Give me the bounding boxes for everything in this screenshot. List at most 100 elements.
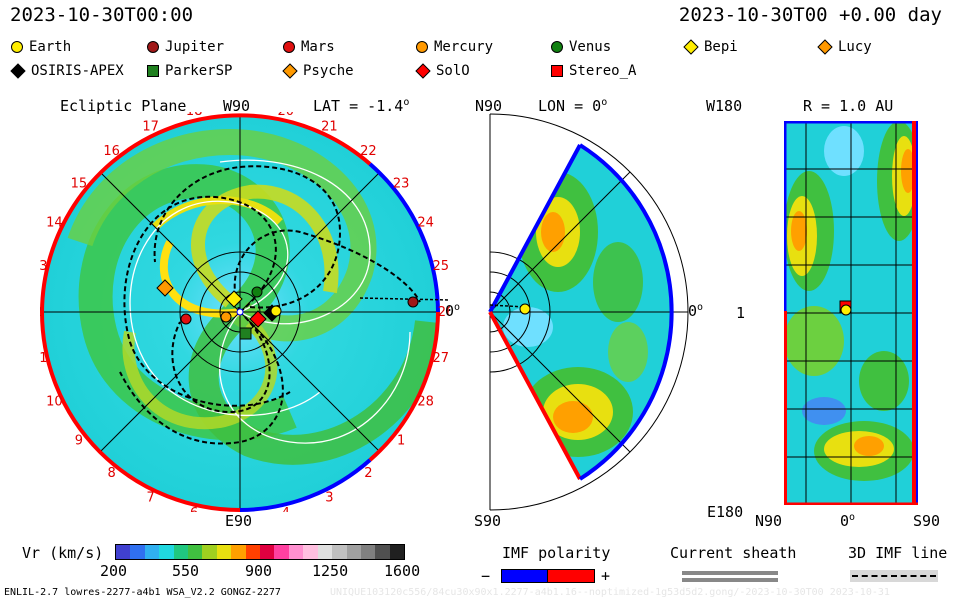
shell-x-label-left: N90 <box>755 512 783 530</box>
ecliptic-top-label: W90 <box>223 97 251 115</box>
meridional-structures <box>503 172 648 457</box>
ecliptic-sector-numbers: 5678910111213141516171819202122232425262… <box>40 112 450 512</box>
run-id: UNIQUE103120c556/84cu30x90x1.2277-a4b1.1… <box>330 587 890 598</box>
sector-number: 27 <box>433 351 450 366</box>
imf3d-swatch <box>850 570 938 582</box>
earth-marker <box>270 305 282 317</box>
colorbar-segment <box>144 545 160 559</box>
shell-structures <box>784 121 918 481</box>
ecliptic-rim-positive <box>40 113 372 313</box>
colorbar-segment <box>130 545 145 559</box>
timestamp-right: 2023-10-30T00 +0.00 day <box>678 4 942 26</box>
mercury-marker <box>220 311 232 323</box>
sector-number: 11 <box>40 351 47 366</box>
ecliptic-right-label: 0o <box>445 302 461 320</box>
imf3d-dashed-line <box>852 575 936 577</box>
legend-venus: Venus <box>550 39 611 55</box>
legend-mars: Mars <box>282 39 335 55</box>
circle-marker-icon <box>11 41 23 53</box>
sun-marker <box>236 308 244 316</box>
colorbar-tick-550: 550 <box>172 562 200 580</box>
sector-number: 2 <box>364 466 372 481</box>
sector-number: 14 <box>46 216 63 231</box>
parkersp-marker <box>239 327 252 340</box>
colorbar <box>115 544 405 560</box>
colorbar-segment <box>360 545 376 559</box>
colorbar-segment <box>231 545 246 559</box>
sector-number: 19 <box>232 112 249 114</box>
shell-top-label: W180 <box>706 97 743 115</box>
sector-number: 8 <box>107 466 115 481</box>
legend-osiris-apex: OSIRIS-APEX <box>10 63 124 79</box>
colorbar-segment <box>202 545 217 559</box>
colorbar-segment <box>216 545 232 559</box>
imf-polarity-label: IMF polarity <box>502 544 611 562</box>
legend-jupiter: Jupiter <box>146 39 224 55</box>
shell-bottom-label: E180 <box>707 503 744 521</box>
circle-marker-icon <box>551 41 563 53</box>
sector-number: 17 <box>142 119 159 134</box>
legend-lucy: Lucy <box>817 39 872 55</box>
sector-number: 9 <box>75 433 83 448</box>
ecliptic-current-sheath <box>119 165 421 445</box>
shell-mid-label: 1 <box>736 304 746 322</box>
diamond-marker-icon <box>282 63 298 79</box>
legend-psyche: Psyche <box>282 63 354 79</box>
ecliptic-bottom-label: E90 <box>225 512 253 530</box>
circle-marker-icon <box>147 41 159 53</box>
earth-marker-meridional <box>519 303 531 315</box>
circle-marker-icon <box>416 41 428 53</box>
diamond-marker-icon <box>817 39 833 55</box>
colorbar-tick-1600: 1600 <box>384 562 421 580</box>
meridional-rim <box>578 143 674 481</box>
ecliptic-rim-negative <box>368 162 440 313</box>
sector-number: 21 <box>321 119 338 134</box>
imf3d-label: 3D IMF line <box>848 544 948 562</box>
colorbar-segment <box>317 545 333 559</box>
square-marker-icon <box>551 65 563 77</box>
colorbar-segment <box>188 545 203 559</box>
sector-number: 24 <box>417 216 434 231</box>
sector-number: 15 <box>71 177 88 192</box>
sector-number: 7 <box>146 491 154 506</box>
sector-number: 4 <box>282 506 290 512</box>
ecliptic-contours <box>129 159 411 444</box>
colorbar-segment <box>332 545 347 559</box>
colorbar-segment <box>116 545 131 559</box>
sector-number: 23 <box>393 177 410 192</box>
colorbar-segment <box>159 545 174 559</box>
colorbar-segment <box>245 545 261 559</box>
meridional-lon-label: LON = 0o <box>538 97 608 115</box>
current-sheath-label: Current sheath <box>670 544 797 562</box>
lucy-marker <box>156 279 174 297</box>
earth-marker-shell <box>840 304 852 316</box>
meridional-bottom-label: S90 <box>474 512 502 530</box>
current-sheath-line-2 <box>682 578 778 582</box>
sector-number: 18 <box>186 112 203 119</box>
colorbar-segment <box>389 545 405 559</box>
timestamp-left: 2023-10-30T00:00 <box>10 4 194 26</box>
legend-bepi: Bepi <box>683 39 738 55</box>
solo-marker <box>249 310 267 328</box>
meridional-edge-top <box>488 144 582 313</box>
colorbar-segment <box>274 545 289 559</box>
model-info: ENLIL-2.7 lowres-2277-a4b1 WSA_V2.2 GONG… <box>4 587 281 598</box>
ecliptic-spiral-arms <box>67 128 438 465</box>
colorbar-tick-1250: 1250 <box>312 562 349 580</box>
colorbar-segment <box>260 545 275 559</box>
sector-number: 28 <box>417 394 434 409</box>
sector-number: 3 <box>325 491 333 506</box>
colorbar-segment <box>375 545 390 559</box>
diamond-marker-icon <box>683 39 699 55</box>
square-marker-icon <box>147 65 159 77</box>
diamond-marker-icon <box>415 63 431 79</box>
shell-map <box>784 121 918 505</box>
circle-marker-icon <box>283 41 295 53</box>
meridional-plane-map <box>488 113 689 511</box>
colorbar-segment <box>303 545 318 559</box>
sector-number: 25 <box>433 259 450 274</box>
bepi-marker <box>225 290 243 308</box>
imf-negative-swatch <box>501 569 549 583</box>
colorbar-segment <box>346 545 361 559</box>
legend-parkersp: ParkerSP <box>146 63 232 79</box>
